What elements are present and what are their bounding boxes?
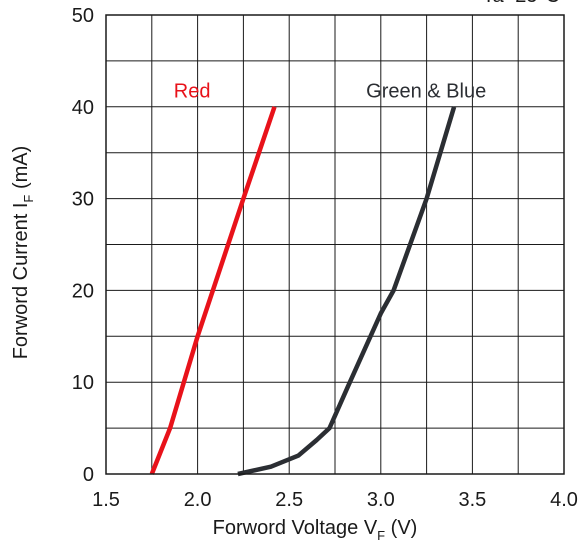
y-tick-label: 50 — [72, 5, 94, 27]
grid — [106, 15, 564, 474]
series-label-green-blue: Green & Blue — [366, 81, 486, 103]
y-tick-label: 30 — [72, 189, 94, 211]
y-tick-label: 40 — [72, 97, 94, 119]
series-line-red — [149, 106, 277, 475]
tick-labels: 1.5 2.0 2.5 3.0 3.5 4.0 0 10 20 30 40 50 Ta=25°C — [72, 0, 578, 511]
y-tick-label: 10 — [72, 372, 94, 394]
y-tick-label: 20 — [72, 280, 94, 302]
x-tick-label: 3.0 — [367, 489, 395, 511]
series-line-green-blue — [237, 106, 457, 477]
series-group: Red Green & Blue — [149, 81, 486, 477]
x-tick-label: 3.5 — [458, 489, 486, 511]
x-tick-label: 2.0 — [184, 489, 212, 511]
corner-note: Ta=25°C — [483, 0, 561, 7]
y-axis-label: Forword Current IF (mA) — [10, 146, 36, 360]
y-tick-label: 0 — [83, 464, 94, 486]
series-label-red: Red — [174, 81, 211, 103]
axis-labels: Forword Voltage VF (V) Forword Current IF… — [10, 146, 417, 543]
x-axis-label: Forword Voltage VF (V) — [213, 517, 418, 543]
x-tick-label: 4.0 — [550, 489, 578, 511]
x-tick-label: 1.5 — [92, 489, 120, 511]
plot-frame — [105, 14, 565, 475]
x-tick-label: 2.5 — [275, 489, 303, 511]
